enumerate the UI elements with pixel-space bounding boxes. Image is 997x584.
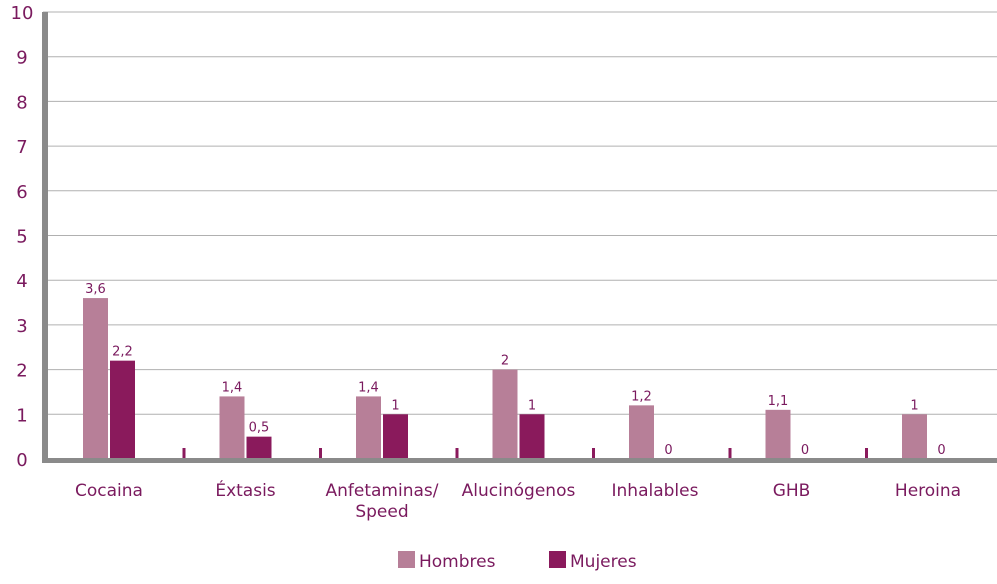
group-separator-5 [865,448,868,459]
group-separator-3 [592,448,595,459]
data-label-mujeres-3: 1 [528,398,536,413]
legend-label-hombres: Hombres [419,552,496,572]
bar-mujeres-2 [383,414,408,459]
bars: 3,6 2,2 1,4 0,5 1,4 1 2 1 1,2 0 1,1 0 1 0 [83,282,954,459]
data-label-hombres-0: 3,6 [85,282,106,297]
category-label-2-line2: Speed [355,502,408,522]
x-axis-categories: Cocaina Éxtasis Anfetaminas/Speed Alucinóge… [75,479,961,522]
gridlines [43,11,997,415]
bar-mujeres-0 [110,360,135,459]
bar-hombres-1 [219,396,245,459]
category-label-0: Cocaina [75,481,143,501]
category-label-6: Heroina [895,481,961,501]
y-tick-label-8: 8 [16,92,27,113]
y-tick-label-4: 4 [16,271,27,292]
bar-hombres-5 [765,409,791,459]
y-axis-line [42,12,48,462]
data-label-mujeres-1: 0,5 [249,421,270,436]
data-label-hombres-4: 1,2 [631,389,652,404]
legend-label-mujeres: Mujeres [570,552,637,572]
bar-hombres-0 [83,298,108,459]
data-label-hombres-2: 1,4 [358,380,379,395]
axes [42,12,997,463]
bar-hombres-6 [902,414,927,459]
x-axis-line [42,458,997,463]
data-label-mujeres-0: 2,2 [112,345,133,360]
category-label-2: Anfetaminas/ [326,481,439,501]
legend-swatch-mujeres [549,551,566,568]
y-tick-label-2: 2 [16,361,27,382]
y-axis-ticks: 0 1 2 3 4 5 6 7 8 9 10 [11,3,34,471]
y-tick-label-7: 7 [16,137,27,158]
bar-mujeres-3 [519,414,545,459]
group-separator-1 [319,448,322,459]
bar-hombres-3 [492,369,518,459]
category-label-1: Éxtasis [215,479,275,501]
group-separator-0 [182,448,186,459]
y-tick-label-0: 0 [16,450,27,471]
data-label-hombres-5: 1,1 [768,394,789,409]
legend: Hombres Mujeres [398,551,637,572]
category-label-4: Inhalables [612,481,699,501]
data-label-mujeres-4: 0 [664,443,672,458]
data-label-mujeres-6: 0 [937,443,945,458]
legend-swatch-hombres [398,551,415,568]
y-tick-label-3: 3 [16,316,27,337]
y-tick-label-9: 9 [16,48,27,69]
y-tick-label-6: 6 [16,182,27,203]
y-tick-label-5: 5 [16,227,27,248]
bar-mujeres-1 [246,436,272,459]
group-separator-2 [455,448,459,459]
data-label-hombres-6: 1 [910,398,918,413]
bar-hombres-4 [629,405,654,459]
group-separator-4 [728,448,732,459]
category-label-5: GHB [773,481,811,501]
data-label-mujeres-5: 0 [801,443,809,458]
data-label-hombres-3: 2 [501,354,509,369]
data-label-mujeres-2: 1 [391,398,399,413]
category-label-3: Alucinógenos [462,481,576,501]
data-label-hombres-1: 1,4 [222,380,243,395]
y-tick-label-1: 1 [16,405,27,426]
bar-hombres-2 [356,396,381,459]
y-tick-label-10: 10 [11,3,34,24]
